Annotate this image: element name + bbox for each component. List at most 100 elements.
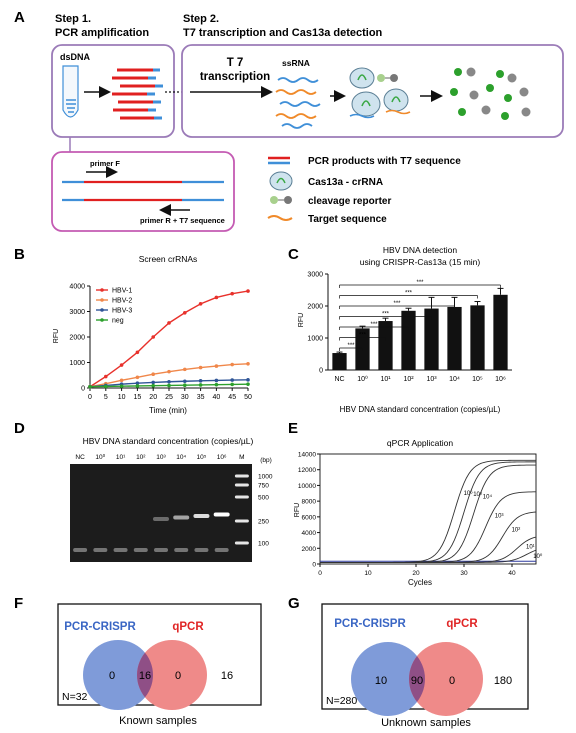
venn-f-n: N=32 [62,691,88,703]
chart-e-xtick-label: 0 [318,570,322,577]
chart-b-ytick-label: 4000 [69,284,85,291]
chart-c-xtick-label: 10³ [426,376,437,383]
chart-c: HBV DNA detection using CRISPR-Cas13a (1… [298,245,512,414]
chart-b-point [214,295,219,300]
chart-e-ytick-label: 12000 [298,467,316,474]
chart-e-ytick-label: 14000 [298,452,316,459]
chart-c-bar [378,321,393,370]
chart-b-point [135,350,140,355]
chart-b-xtick-label: 10 [118,394,126,401]
chart-b-xtick-label: 0 [88,394,92,401]
chart-e-ytick-label: 10000 [298,483,316,490]
chart-c-bar [424,308,439,370]
legend-reporter: cleavage reporter [270,196,391,207]
chart-b-legend-label: neg [112,318,124,325]
chart-b-point [183,383,187,387]
gel-ladder-label: 100 [258,541,269,548]
chart-e-ytick-label: 8000 [302,499,317,506]
chart-b-point [183,367,187,372]
chart-c-xtick-label: 10¹ [380,376,391,383]
primer-r-label: primer R + T7 sequence [140,216,225,225]
tube-icon [62,65,79,118]
chart-c-bar [447,306,462,370]
chart-b-point [230,362,234,367]
chart-b-point [135,384,140,388]
chart-b-point [119,378,124,383]
venn-g-right-only: 0 [449,675,455,687]
chart-c-subtitle: using CRISPR-Cas13a (15 min) [360,257,481,267]
chart-b-legend-label: HBV-2 [112,298,132,305]
panel-label-g: G [288,595,300,612]
chart-c-bar [470,305,485,370]
chart-b-ytick-label: 0 [81,386,85,393]
venn-g-left-only: 10 [375,675,387,687]
chart-b-point [246,289,250,293]
step1-subtitle: PCR amplification [55,27,149,39]
chart-c-xtick-label: 10⁴ [449,376,460,383]
gel-lane-label: 10⁰ [95,453,105,461]
step1-title: Step 1. [55,13,91,25]
ssrna-icon [275,77,321,129]
gel-band-primer [214,548,229,552]
gel-band-primer [113,548,128,552]
chart-b-point [246,361,250,366]
gel-lane-label: 10⁴ [176,454,186,461]
chart-b-point [167,321,171,325]
venn-f-caption: Known samples [119,715,197,727]
chart-e-frame [319,453,537,565]
chart-b-point [246,378,250,382]
venn-g-left-circle [351,642,425,716]
chart-c-xtick-label: 10⁶ [495,376,506,383]
chart-b-point [246,382,250,386]
chart-b-point [214,382,219,387]
panel-label-a: A [14,9,25,26]
chart-b-legend-label: HBV-1 [112,288,132,295]
chart-c-sig-label: *** [393,301,401,307]
gel-lane-label: 10¹ [116,454,126,461]
chart-e-ytick-label: 4000 [302,530,317,537]
gel-ladder-band [234,474,249,478]
gel-band-primer [93,548,108,552]
chart-c-ytick-label: 3000 [307,272,323,279]
chart-e-series-label: 10⁰ [533,553,543,560]
gel-lane-label: 10⁵ [196,454,206,461]
venn-f-right-only: 0 [175,670,181,682]
chart-c-sig-label: *** [359,333,367,339]
chart-e-curve [320,464,537,563]
chart-c-sig-label: *** [347,343,355,349]
gel-ladder-band [234,541,249,545]
chart-c-ytick-label: 1000 [307,336,323,343]
panel-label-b: B [14,246,25,263]
venn-f: PCR-CRISPR qPCR 0 16 0 16 N=32 [62,621,233,710]
chart-b-point [214,364,219,368]
gel-bp-unit: (bp) [260,457,272,464]
chart-e-ytick-label: 6000 [302,514,317,521]
legend-pcr-product: PCR products with T7 sequence [268,156,461,167]
chart-b-point [88,384,92,389]
chart-b-point [151,380,155,385]
t7-label-2: transcription [200,71,270,83]
chart-b-legend-marker [100,318,104,322]
chart-b-ylabel: RFU [53,329,60,343]
chart-b-point [214,378,219,383]
chart-e-curve [320,536,537,563]
chart-e-ytick-label: 2000 [302,546,317,553]
legend-reporter-text: cleavage reporter [308,196,391,207]
chart-e-series-label: 10¹ [526,545,535,551]
chart-b-point [198,379,203,383]
chart-b-title: Screen crRNAs [139,254,198,264]
chart-b-point [198,302,203,306]
chart-c-sig-label: *** [370,322,378,328]
gel-title: HBV DNA standard concentration (copies/µ… [83,436,254,446]
legend-target: Target sequence [267,214,387,225]
chart-c-xtick-label: NC [334,376,344,383]
chart-b-point [198,365,203,370]
chart-e-xtick-label: 30 [460,570,468,577]
chart-b-point [230,291,234,296]
chart-c-ylabel: RFU [298,313,305,327]
chart-b: Screen crRNAs RFU Time (min) 0 1000 2000 30… [53,254,252,415]
chart-b-point [151,383,155,388]
panel-label-f: F [14,595,23,612]
chart-b-point [167,383,171,388]
chart-b-xtick-label: 30 [181,394,189,401]
